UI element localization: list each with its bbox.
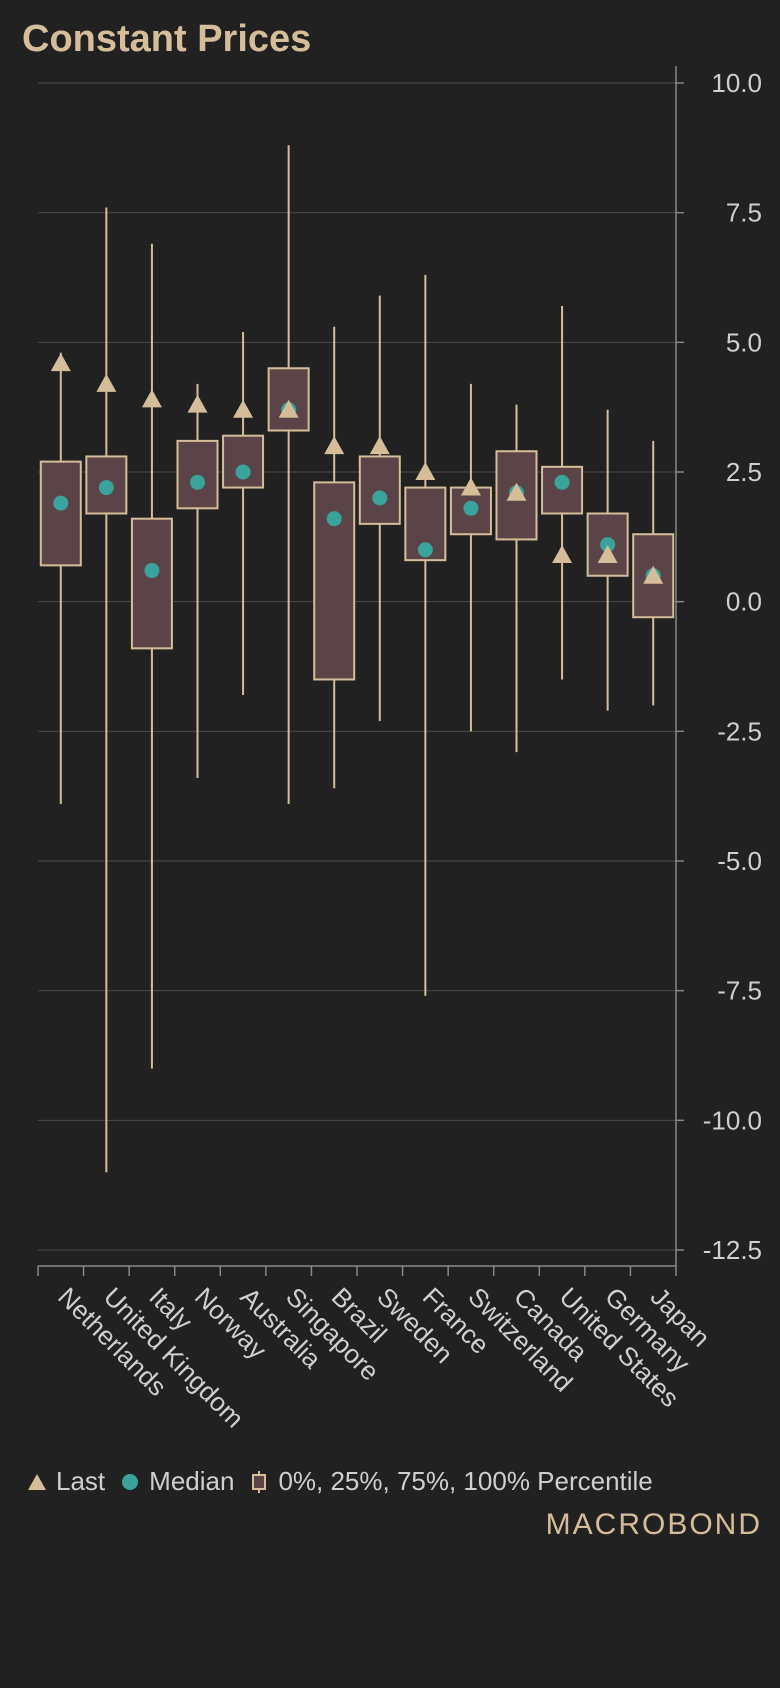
y-tick-label: -7.5 (717, 976, 762, 1006)
median-marker (463, 500, 479, 516)
median-marker (326, 511, 342, 527)
brand-logo: MACROBOND (545, 1508, 762, 1541)
chart-title: Constant Prices (22, 18, 312, 60)
median-marker (600, 537, 616, 553)
box-icon (252, 1470, 267, 1493)
last-markers (50, 353, 664, 584)
last-marker (50, 353, 71, 372)
last-marker (324, 436, 345, 455)
y-tick-label: 10.0 (711, 68, 762, 98)
circle-icon (122, 1473, 139, 1490)
last-marker (460, 477, 481, 496)
last-marker (278, 399, 299, 418)
legend-item-last: Last (26, 1466, 105, 1497)
last-marker (552, 544, 573, 563)
boxes (39, 367, 675, 681)
percentile-box (358, 455, 401, 525)
percentile-box (176, 439, 219, 510)
last-marker (233, 399, 254, 418)
median-marker (98, 480, 114, 496)
last-marker (187, 394, 208, 413)
legend-item-median: Median (119, 1466, 234, 1497)
y-tick-label: 0.0 (726, 587, 762, 617)
last-marker (369, 436, 390, 455)
median-markers (53, 402, 661, 584)
last-marker (96, 373, 117, 392)
last-marker (506, 482, 527, 501)
y-tick-label: -2.5 (717, 716, 762, 746)
y-tick-label: -10.0 (703, 1105, 762, 1135)
median-marker (190, 474, 205, 490)
y-tick-label: -12.5 (703, 1235, 762, 1265)
percentile-box (39, 460, 82, 567)
last-marker (415, 462, 436, 480)
legend-item-percentile: 0%, 25%, 75%, 100% Percentile (248, 1466, 653, 1497)
y-tick-label: 2.5 (726, 457, 762, 487)
y-tick-label: -5.0 (717, 846, 762, 876)
median-marker (372, 490, 388, 506)
median-marker (554, 474, 570, 490)
legend-label-last: Last (56, 1466, 106, 1496)
y-tick-label: 5.0 (726, 327, 762, 357)
percentile-box (541, 465, 584, 515)
median-marker (417, 542, 433, 558)
legend-label-percentile: 0%, 25%, 75%, 100% Percentile (278, 1466, 653, 1496)
last-marker (141, 389, 162, 408)
percentile-box (222, 434, 265, 489)
median-marker (53, 495, 69, 511)
whiskers (59, 145, 655, 1173)
percentile-box (130, 517, 173, 650)
median-marker (144, 563, 160, 579)
y-tick-labels: 10.0 7.5 5.0 2.5 0.0 -2.5 -5.0 -7.5 -10.0 -12.5 (703, 68, 762, 1265)
percentile-box (267, 367, 310, 432)
triangle-icon (28, 1473, 46, 1490)
legend: Last Median 0%, 25%, 75%, 100% Percentil… (26, 1466, 659, 1497)
last-marker (643, 565, 664, 584)
y-tick-label: 7.5 (726, 198, 762, 228)
median-marker (235, 464, 251, 480)
grid-lines (38, 82, 676, 1251)
axes (37, 66, 684, 1276)
legend-label-median: Median (149, 1466, 235, 1496)
last-marker (597, 544, 618, 563)
